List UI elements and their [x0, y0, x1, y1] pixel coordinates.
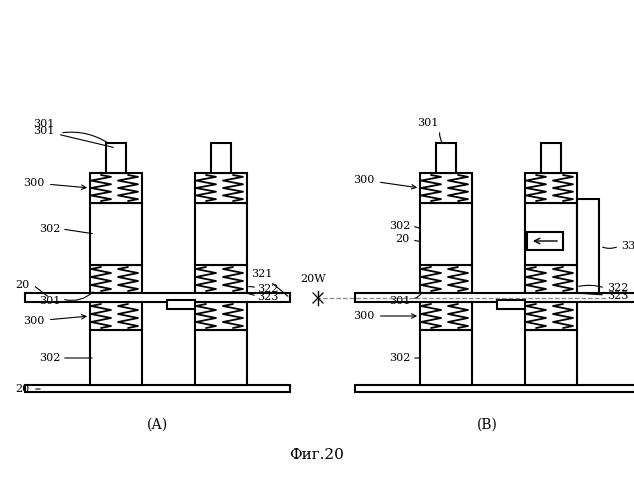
Bar: [90, 265, 142, 293]
Text: 20: 20: [16, 280, 30, 290]
Bar: [195, 330, 247, 385]
Text: 301: 301: [417, 118, 438, 128]
Text: 20: 20: [16, 384, 30, 394]
Bar: [525, 302, 577, 330]
Text: 302: 302: [39, 353, 60, 363]
Text: (В): (В): [477, 418, 498, 432]
Bar: [527, 232, 563, 250]
Bar: [90, 203, 142, 265]
Text: 20W: 20W: [300, 274, 326, 284]
Text: 302: 302: [389, 221, 410, 231]
Bar: [420, 265, 472, 293]
Bar: [167, 300, 195, 309]
Bar: [541, 143, 561, 173]
Bar: [25, 385, 290, 392]
Text: 322: 322: [257, 284, 278, 294]
Bar: [195, 173, 247, 203]
Bar: [106, 143, 126, 173]
Bar: [355, 385, 634, 392]
Text: 300: 300: [354, 311, 416, 321]
Bar: [420, 330, 472, 385]
Text: 302: 302: [389, 353, 410, 363]
Text: 323: 323: [607, 291, 628, 301]
Text: 300: 300: [354, 175, 416, 189]
Bar: [525, 203, 577, 265]
Bar: [420, 203, 472, 265]
Text: 301: 301: [34, 119, 55, 129]
Text: 301: 301: [34, 126, 113, 148]
Bar: [25, 293, 290, 302]
Text: Фиг.20: Фиг.20: [290, 448, 344, 462]
Bar: [497, 300, 525, 309]
Bar: [577, 199, 599, 293]
Text: 302: 302: [39, 224, 60, 234]
Bar: [195, 302, 247, 330]
Bar: [420, 173, 472, 203]
Text: 301: 301: [39, 296, 60, 306]
Bar: [420, 302, 472, 330]
Text: 321: 321: [0, 499, 1, 500]
Bar: [355, 293, 634, 302]
Text: 322: 322: [607, 283, 628, 293]
Bar: [525, 330, 577, 385]
Bar: [525, 173, 577, 203]
Bar: [436, 143, 456, 173]
Text: 301: 301: [389, 296, 410, 306]
Bar: [90, 302, 142, 330]
Text: 300: 300: [23, 314, 86, 326]
Text: (А): (А): [146, 418, 167, 432]
Bar: [525, 265, 577, 293]
Text: 323: 323: [257, 292, 278, 302]
Bar: [211, 143, 231, 173]
Bar: [90, 173, 142, 203]
Bar: [195, 265, 247, 293]
Text: 321: 321: [250, 269, 288, 296]
Text: 20: 20: [396, 234, 410, 244]
Text: 330: 330: [621, 241, 634, 251]
Text: 300: 300: [23, 178, 86, 190]
Bar: [90, 330, 142, 385]
Bar: [195, 203, 247, 265]
